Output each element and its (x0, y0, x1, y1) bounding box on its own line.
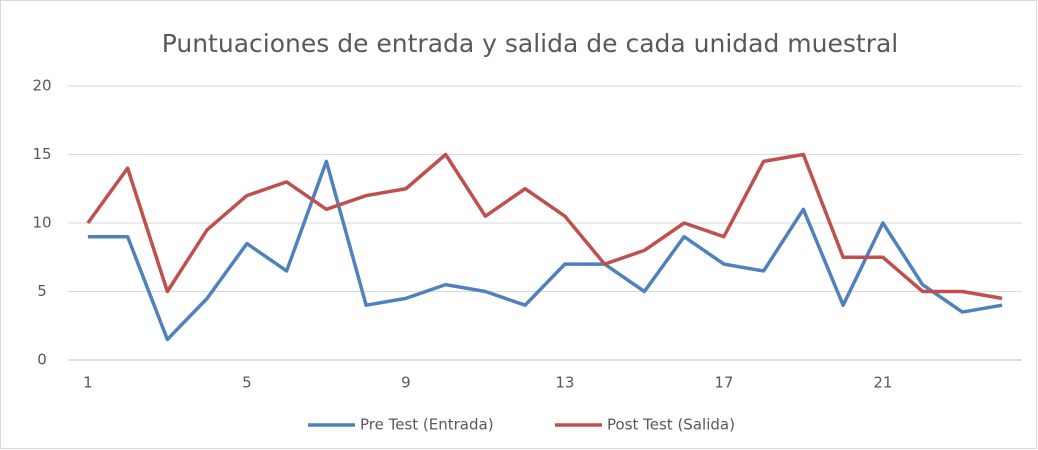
chart-title: Puntuaciones de entrada y salida de cada… (162, 29, 899, 58)
x-tick-label: 13 (555, 374, 574, 392)
data-line (86, 152, 1003, 301)
x-tick-label: 21 (873, 374, 892, 392)
x-tick-label: 9 (401, 374, 411, 392)
x-tick-label: 17 (714, 374, 733, 392)
y-tick-label: 15 (32, 145, 51, 163)
y-tick-label: 5 (37, 282, 47, 300)
x-tick-label: 1 (83, 374, 93, 392)
legend-label: Post Test (Salida) (607, 416, 735, 434)
legend-label: Pre Test (Entrada) (360, 416, 494, 434)
data-line (87, 159, 1003, 342)
y-tick-label: 0 (37, 351, 47, 369)
x-tick-label: 5 (242, 374, 252, 392)
y-tick-label: 10 (32, 214, 51, 232)
y-tick-label: 20 (32, 77, 51, 95)
